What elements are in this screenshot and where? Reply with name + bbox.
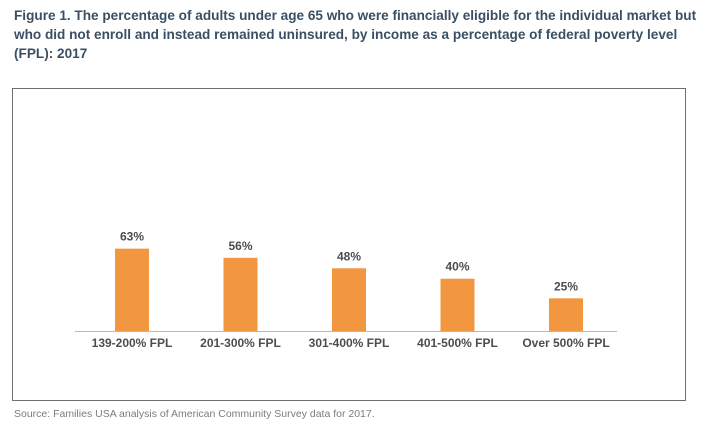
- source-note: Source: Families USA analysis of America…: [14, 408, 375, 420]
- category-label: 201-300% FPL: [200, 336, 281, 350]
- data-label: 56%: [228, 239, 252, 253]
- category-label: 301-400% FPL: [309, 336, 390, 350]
- data-label: 40%: [445, 260, 469, 274]
- bar: [549, 298, 583, 331]
- bar: [440, 278, 475, 331]
- bar-chart: 63% 139-200% FPL 56% 201-300% FPL 48% 301-400…: [75, 230, 617, 350]
- chart-frame: 63% 139-200% FPL 56% 201-300% FPL 48% 301-400…: [12, 88, 686, 401]
- figure-title: Figure 1. The percentage of adults under…: [14, 8, 697, 61]
- category-label: 139-200% FPL: [92, 336, 173, 350]
- bar: [223, 257, 258, 331]
- category-label: 401-500% FPL: [417, 336, 498, 350]
- bar: [332, 268, 366, 331]
- bar: [115, 248, 149, 331]
- data-label: 63%: [120, 230, 144, 244]
- data-label: 25%: [554, 279, 578, 293]
- data-label: 48%: [337, 249, 361, 263]
- category-label: Over 500% FPL: [522, 336, 609, 350]
